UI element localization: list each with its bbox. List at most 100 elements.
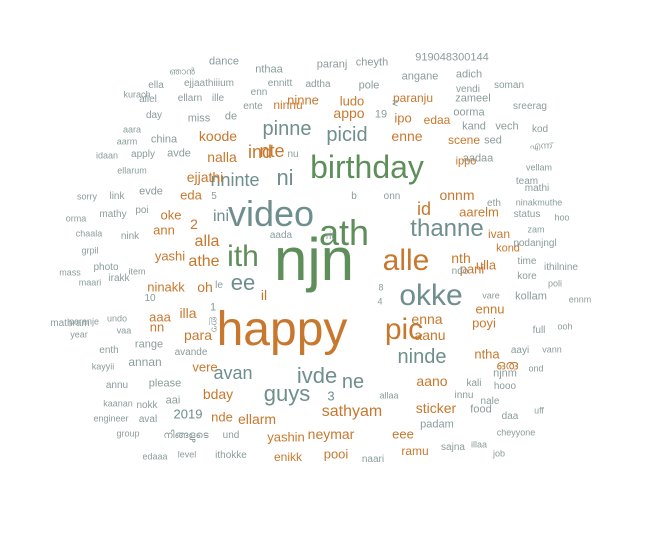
cloud-word: link [109, 191, 125, 202]
cloud-word: adich [455, 68, 483, 81]
cloud-word: aano [416, 373, 448, 389]
cloud-word: podanjngl [513, 238, 557, 249]
cloud-word: mathi [524, 183, 550, 194]
cloud-word: ella [148, 80, 164, 91]
cloud-word: mathram [50, 318, 90, 329]
cloud-word: pole [358, 79, 380, 92]
cloud-word: എന്ന് [529, 140, 553, 151]
cloud-word: ramu [401, 444, 429, 458]
cloud-word: aara [122, 124, 142, 135]
cloud-word: b [351, 191, 357, 202]
cloud-word: aval [138, 414, 158, 425]
cloud-word: irakk [108, 273, 130, 284]
cloud-word: sathyam [321, 403, 383, 420]
cloud-word: oh [197, 279, 213, 295]
cloud-word: ivan [487, 227, 511, 241]
cloud-word: ninakmuthe [515, 197, 563, 208]
cloud-word: ni [276, 165, 294, 190]
cloud-word: ente [243, 101, 263, 112]
cloud-word: mass [59, 267, 81, 278]
cloud-word: ini [212, 208, 230, 225]
cloud-word: sed [484, 134, 502, 147]
cloud-word: ninde [397, 346, 447, 368]
cloud-word: yashin [267, 429, 305, 445]
cloud-word: ndo [451, 266, 469, 277]
cloud-word: avde [167, 147, 191, 160]
cloud-word: njnm [493, 367, 517, 380]
cloud-word: hoo [554, 212, 570, 223]
cloud-word: nink [120, 231, 140, 242]
cloud-word: pani [459, 261, 485, 277]
cloud-word: miss [187, 112, 211, 125]
cloud-word: vech [495, 120, 519, 133]
cloud-word: alla [194, 233, 220, 250]
cloud-word: ith [227, 240, 259, 273]
cloud-word: ond [528, 363, 544, 374]
cloud-word: 2019 [173, 406, 203, 422]
cloud-word: happy [216, 303, 348, 356]
cloud-word: koode [198, 128, 238, 144]
cloud-word: ntha [474, 346, 500, 362]
cloud-word: ath [318, 212, 370, 253]
cloud-word: paranje [68, 316, 100, 327]
cloud-word: hooo [493, 381, 517, 392]
cloud-word: avan [213, 363, 253, 383]
cloud-word: engineer [93, 413, 129, 424]
cloud-word: innu [454, 390, 474, 401]
cloud-word: ithokke [215, 450, 247, 461]
cloud-word: vann [542, 344, 562, 355]
cloud-word: mathy [99, 209, 127, 220]
cloud-word: vellam [525, 162, 553, 173]
cloud-word: kod [531, 124, 549, 135]
cloud-word: ipo [394, 110, 412, 126]
cloud-word: ഈ [209, 316, 220, 332]
cloud-word: undo [106, 313, 128, 324]
cloud-word: orma [65, 213, 87, 224]
cloud-word: 4 [377, 296, 383, 307]
cloud-word: day [145, 110, 163, 121]
cloud-word: kali [466, 378, 482, 389]
cloud-word: ippo [455, 155, 477, 168]
cloud-word: kore [517, 271, 537, 282]
cloud-word: birthday [310, 149, 424, 185]
cloud-word: eda [180, 187, 202, 203]
cloud-word: ne [341, 371, 365, 393]
cloud-word: njn [273, 226, 355, 293]
cloud-word: kand [462, 120, 486, 133]
cloud-word: 10 [144, 293, 156, 304]
cloud-word: athe [188, 253, 220, 270]
cloud-word: time [517, 256, 537, 267]
cloud-word: nokk [136, 400, 158, 411]
cloud-word: maari [78, 277, 102, 288]
cloud-word: item [128, 266, 146, 277]
cloud-word: iv [390, 99, 401, 107]
cloud-word: alle [382, 244, 430, 277]
cloud-word: food [470, 403, 492, 416]
cloud-word: 3 [327, 388, 335, 404]
cloud-word: uff [534, 405, 544, 416]
cloud-word: sajna [441, 442, 465, 453]
cloud-word: enikk [273, 450, 303, 464]
cloud-word: please [148, 377, 182, 390]
cloud-word: ooh [557, 321, 573, 332]
cloud-word: 2 [190, 216, 198, 232]
cloud-word: full [532, 325, 546, 336]
cloud-word: onn [383, 191, 401, 202]
cloud-word: sreerag [513, 101, 547, 112]
cloud-word: 5 [211, 191, 217, 202]
cloud-word: aadaa [462, 152, 494, 165]
cloud-word: evde [139, 185, 163, 198]
cloud-word: enth [99, 345, 119, 356]
cloud-word: le [215, 280, 223, 291]
cloud-word: okke [399, 279, 463, 312]
cloud-word: group [116, 428, 140, 439]
cloud-word: zam [527, 224, 545, 235]
cloud-word: cheyth [355, 56, 389, 69]
cloud-word: ee [230, 270, 256, 295]
cloud-word: video [227, 193, 315, 234]
cloud-word: zameel [455, 92, 491, 105]
cloud-word: paranj [316, 58, 348, 71]
cloud-word: ennm [568, 294, 592, 305]
cloud-word: ഞാൻ [169, 66, 195, 77]
